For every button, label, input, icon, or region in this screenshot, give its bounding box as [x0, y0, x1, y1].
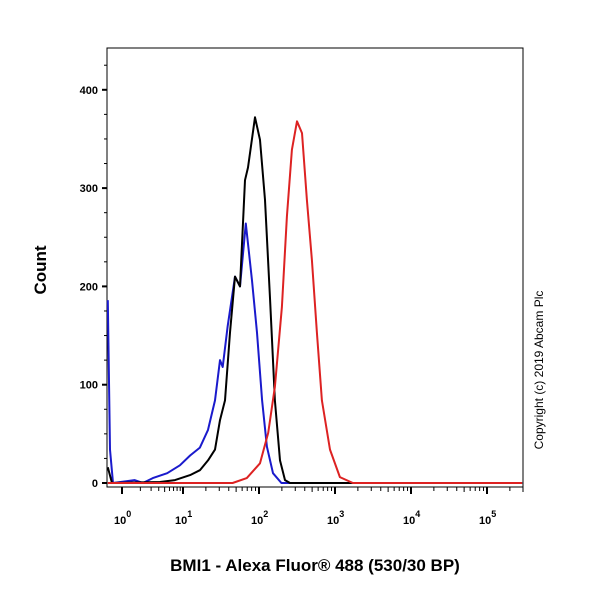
y-tick-label: 100	[80, 380, 98, 392]
series-line-1	[106, 116, 523, 484]
x-axis: 100 101 102 103 104 105	[114, 487, 524, 527]
x-tick-label: 104	[403, 509, 420, 527]
plot-frame	[106, 47, 524, 488]
x-tick-label: 103	[327, 509, 344, 527]
series-group	[106, 116, 523, 484]
y-axis-label: Count	[31, 245, 50, 294]
y-axis: 0 100 200 300 400	[80, 64, 107, 490]
x-tick-label: 101	[175, 509, 192, 527]
x-tick-label: 105	[479, 509, 496, 527]
x-tick-label: 100	[114, 509, 131, 527]
y-tick-label: 0	[92, 478, 98, 490]
series-line-2	[107, 120, 523, 484]
y-tick-label: 200	[80, 281, 98, 293]
x-axis-label: BMI1 - Alexa Fluor® 488 (530/30 BP)	[170, 556, 460, 575]
copyright-text: Copyright (c) 2019 Abcam Plc	[532, 291, 546, 450]
series-line-0	[106, 222, 523, 484]
x-tick-label: 102	[251, 509, 268, 527]
y-tick-label: 300	[80, 183, 98, 195]
y-tick-label: 400	[80, 85, 98, 97]
